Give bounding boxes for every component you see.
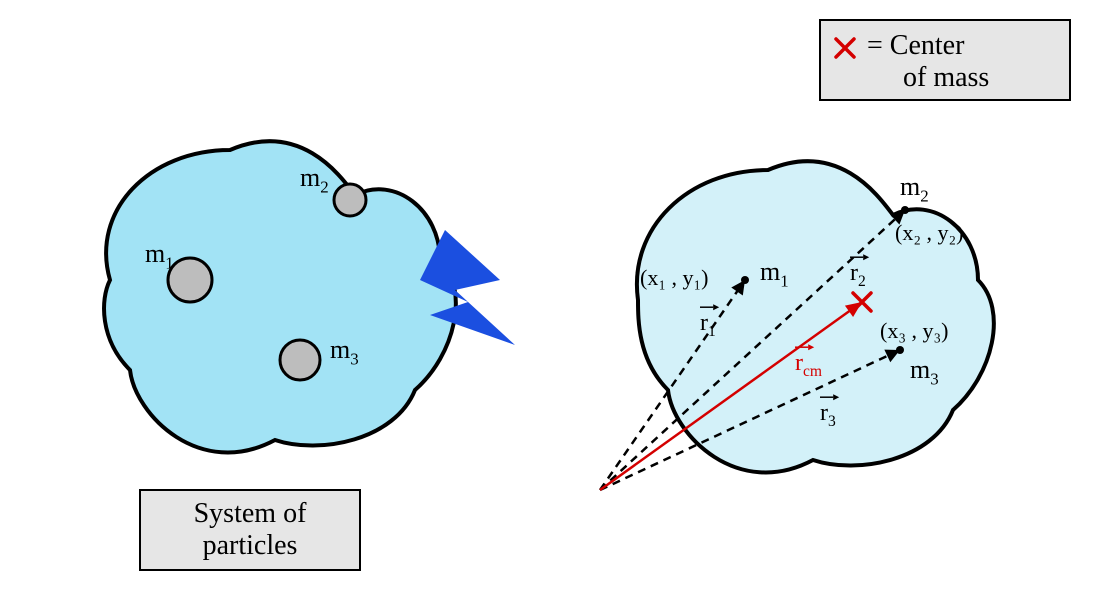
point-m2 [901,206,909,214]
particle-m1 [168,258,212,302]
particle-m2 [334,184,366,216]
left-blob [104,141,456,452]
svg-text:m2: m2 [900,172,929,206]
legend-left-line2: particles [203,530,298,561]
legend-left-line1: System of [194,498,307,529]
coord-m2: (x₂ , y₂) [895,220,964,245]
legend-right-line2: of mass [903,62,989,93]
coord-m3: (x₃ , y₃) [880,318,949,343]
point-m1 [741,276,749,284]
point-m3 [896,346,904,354]
particle-m3 [280,340,320,380]
coord-m1: (x₁ , y₁) [640,265,709,290]
legend-right-line1: = Center [867,30,965,61]
label-m2: m2 [900,172,929,206]
